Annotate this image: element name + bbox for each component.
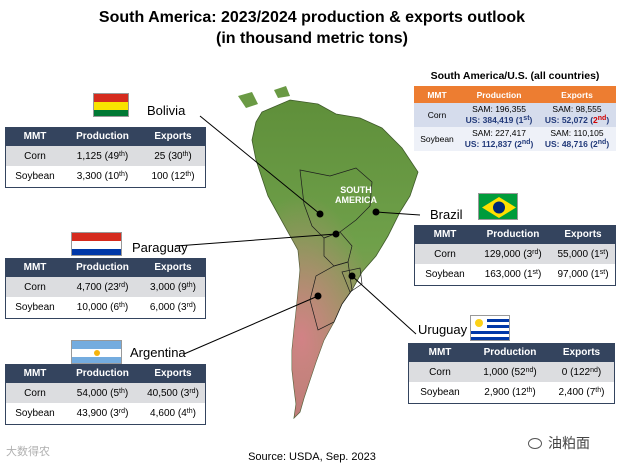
col-mmt: MMT [5, 364, 65, 383]
col-mmt: MMT [414, 225, 476, 244]
row-label: Soybean [414, 264, 476, 284]
country-name-brazil: Brazil [430, 207, 463, 222]
sa-us-table: MMT Production Exports Corn SAM: 196,355… [414, 86, 616, 151]
country-name-paraguay: Paraguay [132, 240, 188, 255]
table-row: Corn 1,125 (49th) 25 (30th) [5, 146, 206, 166]
uruguay-flag-icon [470, 315, 510, 341]
col-exports: Exports [548, 343, 615, 362]
argentina-table-border [5, 364, 206, 425]
col-production: Production [460, 86, 538, 103]
col-exports: Exports [140, 127, 206, 146]
col-mmt: MMT [5, 127, 65, 146]
brazil-table-border [414, 225, 616, 286]
table-row: Soybean 163,000 (1st) 97,000 (1st) [414, 264, 616, 284]
page-title: South America: 2023/2024 production & ex… [98, 9, 526, 26]
table-row: Corn 129,000 (3rd) 55,000 (1st) [414, 244, 616, 264]
marker-argentina [314, 292, 322, 300]
row-label: Corn [5, 277, 65, 297]
table-row: Soybean 2,900 (12th) 2,400 (7th) [408, 382, 615, 402]
table-row: Corn 4,700 (23rd) 3,000 (9th) [5, 277, 206, 297]
marker-bolivia [316, 210, 324, 218]
row-label: Corn [414, 103, 460, 127]
table-row: Corn 1,000 (52nd) 0 (122nd) [408, 362, 615, 382]
paraguay-table-border [5, 258, 206, 319]
country-name-uruguay: Uruguay [418, 322, 468, 337]
row-label: Corn [408, 362, 472, 382]
col-exports: Exports [140, 258, 206, 277]
paraguay-flag-icon [71, 232, 122, 256]
uruguay-table: MMT Production Exports Corn 1,000 (52nd)… [408, 343, 615, 402]
bolivia-flag-icon [93, 93, 129, 117]
source-note: Source: USDA, Sep. 2023 [248, 451, 376, 463]
argentina-table: MMT Production Exports Corn 54,000 (5th)… [5, 364, 206, 423]
country-name-bolivia: Bolivia [147, 103, 186, 118]
argentina-flag-icon [71, 340, 122, 364]
row-label: Soybean [5, 166, 65, 186]
col-exports: Exports [538, 86, 616, 103]
country-name-argentina: Argentina [130, 345, 186, 360]
row-label: Soybean [5, 403, 65, 423]
table-row: Soybean SAM: 227,417 US: 112,837 (2nd) SA… [414, 127, 616, 151]
bolivia-table-border [5, 127, 206, 188]
col-production: Production [65, 127, 140, 146]
marker-paraguay [332, 230, 340, 238]
marker-uruguay [348, 272, 356, 280]
row-label: Soybean [5, 297, 65, 317]
watermark-right: 油粕面 [528, 433, 590, 453]
marker-brazil [372, 208, 380, 216]
col-production: Production [476, 225, 550, 244]
col-production: Production [65, 258, 140, 277]
col-mmt: MMT [5, 258, 65, 277]
table-row: Soybean 3,300 (10th) 100 (12th) [5, 166, 206, 186]
row-label: Corn [414, 244, 476, 264]
brazil-table: MMT Production Exports Corn 129,000 (3rd… [414, 225, 616, 284]
wechat-icon [528, 438, 542, 449]
col-mmt: MMT [408, 343, 472, 362]
watermark-left: 大数得农 [6, 446, 50, 458]
col-mmt: MMT [414, 86, 460, 103]
sa-us-title: South America/U.S. (all countries) [430, 70, 600, 82]
row-label: Corn [5, 383, 65, 403]
col-production: Production [65, 364, 140, 383]
uruguay-table-border [408, 343, 615, 404]
table-row: Soybean 43,900 (3rd) 4,600 (4th) [5, 403, 206, 423]
col-exports: Exports [550, 225, 616, 244]
row-label: Corn [5, 146, 65, 166]
row-label: Soybean [414, 127, 460, 151]
row-label: Soybean [408, 382, 472, 402]
bolivia-table: MMT Production Exports Corn 1,125 (49th)… [5, 127, 206, 186]
table-row: Corn 54,000 (5th) 40,500 (3rd) [5, 383, 206, 403]
col-production: Production [472, 343, 548, 362]
map-label-line2: AMERICA [335, 195, 377, 205]
col-exports: Exports [140, 364, 206, 383]
table-row: Corn SAM: 196,355 US: 384,419 (1st) SAM: … [414, 103, 616, 127]
map-label-line1: SOUTH [340, 185, 372, 195]
brazil-flag-icon [478, 193, 518, 220]
table-row: Soybean 10,000 (6th) 6,000 (3rd) [5, 297, 206, 317]
paraguay-table: MMT Production Exports Corn 4,700 (23rd)… [5, 258, 206, 317]
page-subtitle: (in thousand metric tons) [216, 30, 408, 47]
